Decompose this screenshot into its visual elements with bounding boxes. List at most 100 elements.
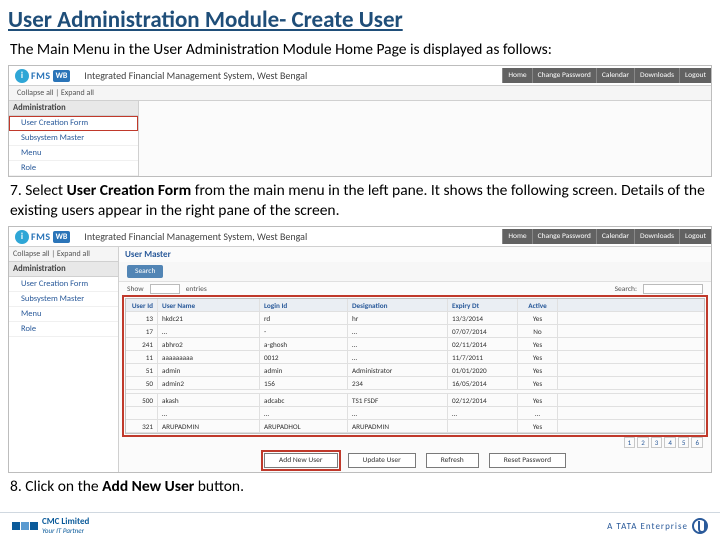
cell: 11 [126, 351, 158, 363]
sidebar-item-menu-2[interactable]: Menu [9, 307, 118, 322]
table-row[interactable]: 321ARUPADMINARUPADHOLARUPADMINYes [126, 420, 704, 433]
sidebar-item-subsystem-master-2[interactable]: Subsystem Master [9, 292, 118, 307]
col-expiry[interactable]: Expiry Dt [448, 299, 518, 311]
update-user-button[interactable]: Update User [348, 453, 416, 468]
cell: 11/7/2011 [448, 351, 518, 363]
slide-footer: CMC Limited Your IT Partner A TATA Enter… [0, 512, 720, 534]
nav-logout[interactable]: Logout [679, 68, 711, 83]
cmc-tagline: Your IT Partner [42, 527, 89, 534]
cell: 17 [126, 325, 158, 337]
sidebar-item-menu[interactable]: Menu [9, 146, 138, 161]
sidebar-item-role-2[interactable]: Role [9, 322, 118, 337]
cell: … [158, 325, 260, 337]
cell: adcabc [260, 394, 348, 406]
table-row[interactable]: 51adminadminAdministrator01/01/2020Yes [126, 364, 704, 377]
screenshot-main-menu: i FMS WB Integrated Financial Management… [8, 65, 712, 177]
slide-title: User Administration Module- Create User [0, 0, 720, 38]
page-title-user-master: User Master [119, 247, 711, 262]
step7-pre: 7. Select [10, 181, 67, 200]
nav-downloads-2[interactable]: Downloads [634, 229, 679, 244]
system-title: Integrated Financial Management System, … [84, 69, 502, 82]
app-logo-2: i FMS WB [9, 230, 76, 244]
table-row[interactable]: 13hkdc21rdhr13/3/2014Yes [126, 312, 704, 325]
sidebar-item-subsystem-master[interactable]: Subsystem Master [9, 131, 138, 146]
sidebar-item-user-creation-form[interactable]: User Creation Form [9, 116, 138, 131]
table-row[interactable]: 500akashadcabcTS1 FSDF02/12/2014Yes [126, 394, 704, 407]
col-active[interactable]: Active [518, 299, 558, 311]
cell: Yes [518, 420, 558, 432]
nav-change-password-2[interactable]: Change Password [532, 229, 596, 244]
cell: admin [260, 364, 348, 376]
cell: … [348, 351, 448, 363]
page-1[interactable]: 1 [624, 437, 636, 448]
col-designation[interactable]: Designation [348, 299, 448, 311]
cell: 156 [260, 377, 348, 389]
sidebar-group-administration[interactable]: Administration [9, 101, 138, 116]
page-3[interactable]: 3 [651, 437, 663, 448]
tata-logo-icon [692, 518, 708, 534]
nav-downloads[interactable]: Downloads [634, 68, 679, 83]
step-8-text: 8. Click on the Add New User button. [0, 475, 720, 500]
nav-change-password[interactable]: Change Password [532, 68, 596, 83]
cell: hr [348, 312, 448, 324]
col-user-id[interactable]: User Id [126, 299, 158, 311]
page-4[interactable]: 4 [664, 437, 676, 448]
cell: 13 [126, 312, 158, 324]
table-row[interactable]: 241abhro2a-ghosh…02/11/2014Yes [126, 338, 704, 351]
pager: 1 2 3 4 5 6 [119, 436, 711, 449]
sidebar-group-administration-2[interactable]: Administration [9, 262, 118, 277]
cell: … [518, 407, 558, 419]
sidebar-item-role[interactable]: Role [9, 161, 138, 176]
table-row[interactable]: 17…-…07/07/2014No [126, 325, 704, 338]
table-row[interactable]: 50admin215623416/05/2014Yes [126, 377, 704, 390]
refresh-button[interactable]: Refresh [426, 453, 479, 468]
sidebar-item-user-creation-form-2[interactable]: User Creation Form [9, 277, 118, 292]
app-header: i FMS WB Integrated Financial Management… [9, 66, 711, 86]
cell: 51 [126, 364, 158, 376]
nav-home-2[interactable]: Home [502, 229, 531, 244]
tata-text: A TATA Enterprise [607, 521, 688, 532]
cell: 0012 [260, 351, 348, 363]
cell: 241 [126, 338, 158, 350]
cell: 02/11/2014 [448, 338, 518, 350]
search-input[interactable] [643, 284, 703, 294]
cell: Yes [518, 377, 558, 389]
sidebar-2: Collapse all | Expand all Administration… [9, 247, 119, 472]
reset-password-button[interactable]: Reset Password [489, 453, 566, 468]
page-6[interactable]: 6 [691, 437, 703, 448]
action-button-row: Add New User Update User Refresh Reset P… [119, 449, 711, 472]
page-2[interactable]: 2 [637, 437, 649, 448]
step8-post: button. [194, 477, 244, 496]
col-login-id[interactable]: Login Id [260, 299, 348, 311]
step-7-text: 7. Select User Creation Form from the ma… [0, 179, 720, 224]
search-button[interactable]: Search [127, 265, 163, 278]
page-5[interactable]: 5 [678, 437, 690, 448]
cell: 01/01/2020 [448, 364, 518, 376]
cell: 13/3/2014 [448, 312, 518, 324]
nav-logout-2[interactable]: Logout [679, 229, 711, 244]
nav-calendar-2[interactable]: Calendar [596, 229, 634, 244]
cell: … [348, 338, 448, 350]
nav-home[interactable]: Home [502, 68, 531, 83]
main-pane-empty [139, 101, 711, 176]
app-logo: i FMS WB [9, 69, 76, 83]
cmc-logo-block: CMC Limited Your IT Partner [12, 513, 89, 534]
nav-calendar[interactable]: Calendar [596, 68, 634, 83]
table-filter-row: Show entries Search: [119, 282, 711, 296]
cell: … [348, 325, 448, 337]
cell: 234 [348, 377, 448, 389]
add-new-user-button[interactable]: Add New User [264, 453, 338, 468]
cell: Administrator [348, 364, 448, 376]
table-row[interactable]: …………… [126, 407, 704, 420]
cell [448, 420, 518, 432]
header-nav: Home Change Password Calendar Downloads … [502, 68, 711, 83]
entries-select[interactable] [150, 284, 180, 294]
sidebar: Administration User Creation Form Subsys… [9, 101, 139, 176]
cell: Yes [518, 394, 558, 406]
cell: Yes [518, 351, 558, 363]
table-row[interactable]: 11aaaaaaaaa0012…11/7/2011Yes [126, 351, 704, 364]
system-title-2: Integrated Financial Management System, … [84, 230, 502, 243]
col-user-name[interactable]: User Name [158, 299, 260, 311]
cell: No [518, 325, 558, 337]
logo-i-icon: i [15, 69, 29, 83]
